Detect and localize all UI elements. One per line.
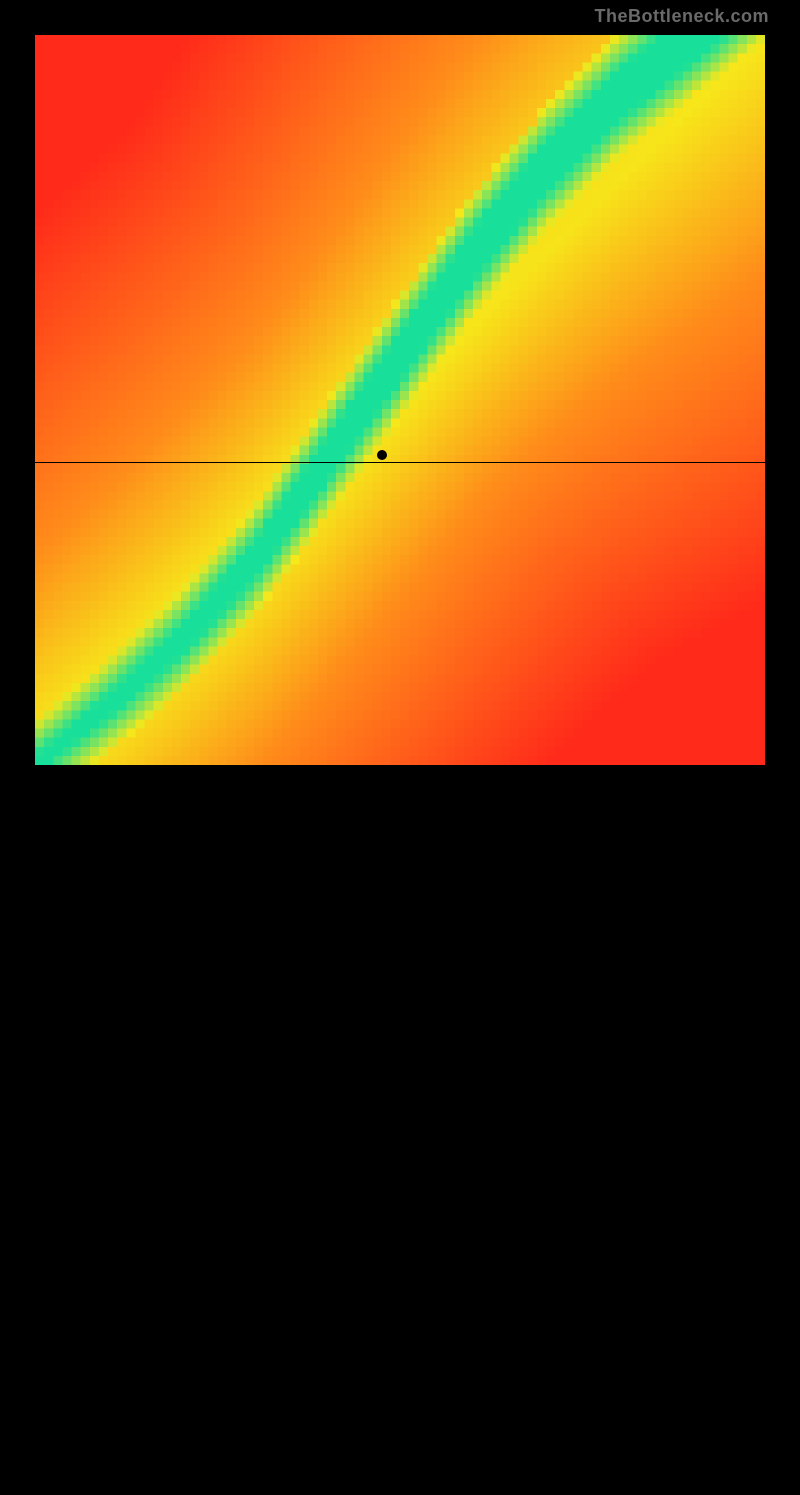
heatmap-plot xyxy=(35,35,765,765)
watermark-text: TheBottleneck.com xyxy=(594,6,769,27)
crosshair-dot xyxy=(377,450,387,460)
crosshair-vertical xyxy=(382,765,383,1495)
crosshair-horizontal xyxy=(35,462,765,463)
heatmap-canvas xyxy=(35,35,765,765)
